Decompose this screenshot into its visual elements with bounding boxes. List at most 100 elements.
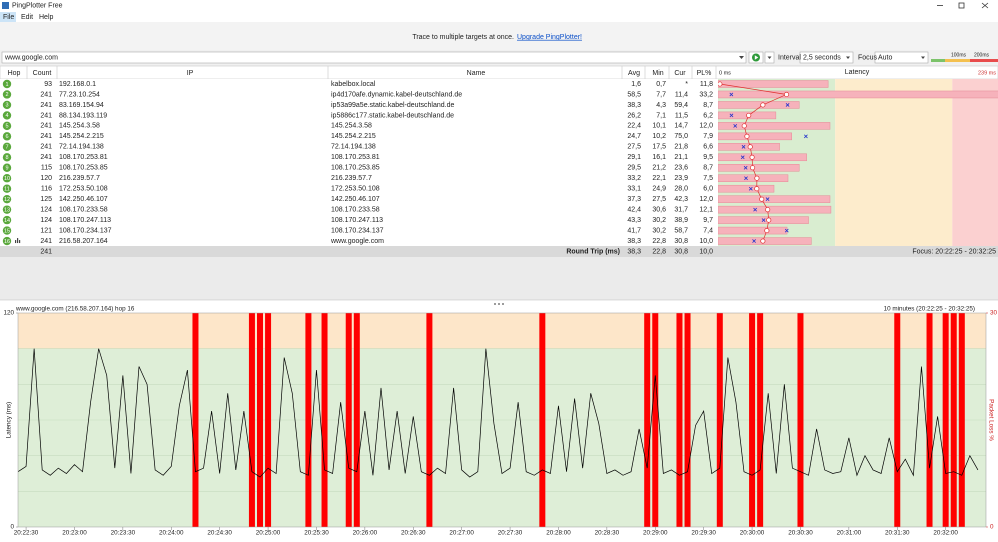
upgrade-link[interactable]: Upgrade PingPlotter! [517,34,582,41]
hop-icon [2,79,12,89]
hop-number: 8 [5,155,8,161]
hop-number: 16 [4,239,10,245]
hop-icon [2,226,12,235]
interval-select[interactable] [799,51,854,64]
hop-number: 9 [5,166,8,172]
hop-min: 16,1 [652,154,666,161]
x-tick-label: 20:24:30 [207,530,232,537]
column-header[interactable]: Count [33,70,52,77]
packet-loss-bar [345,313,352,527]
column-header[interactable]: Min [652,70,663,77]
splitter-dot [498,303,500,305]
packet-loss-bar [757,313,764,527]
start-arrow [754,55,759,60]
packet-loss-bar [321,313,328,527]
latency-label: Latency [845,69,870,76]
hop-icon [2,153,12,162]
y-tick-label: 120 [3,310,14,317]
column-header[interactable]: Name [467,70,486,77]
hop-number: 3 [5,103,8,109]
hop-avg: 33,2 [627,175,641,182]
target-input[interactable] [1,51,747,64]
cur-latency-point [741,144,746,149]
graph-icon [17,238,19,244]
hop-icon [2,100,12,110]
hop-number: 10 [4,176,10,182]
hop-icon [2,142,12,152]
hop-icon [2,194,12,204]
packet-loss-bar [644,313,651,527]
hop-min: 4,3 [656,102,666,109]
column-header[interactable]: IP [187,70,194,77]
hop-count: 121 [40,227,52,234]
hop-icon [2,132,12,141]
hop-ip: 192.168.0.1 [59,81,96,88]
focus-select[interactable] [874,51,929,64]
zone-bad [952,79,998,246]
hop-min: 10,2 [652,133,666,140]
hop-count: 241 [40,102,52,109]
hop-cur: 23,9 [674,175,688,182]
packet-loss-bar [718,153,807,162]
hop-avg: 58,5 [627,91,641,98]
summary-avg: 38,3 [627,248,641,255]
packet-loss-bar [539,313,546,527]
hop-avg: 1,6 [631,81,641,88]
hop-icon [2,205,12,214]
hop-pl: 33,2 [699,91,713,98]
column-header[interactable]: Cur [674,70,686,77]
y2-axis-label: Packet Loss % [987,399,994,441]
packet-loss-bar [718,90,998,99]
column-header[interactable]: PL% [697,70,712,77]
cur-latency-point [744,176,748,181]
hop-count: 241 [40,154,52,161]
legend-label: 100ms [951,52,967,58]
x-tick-label: 20:26:00 [353,530,378,537]
x-tick-label: 20:30:30 [788,530,813,537]
menu-item[interactable]: Help [39,14,54,21]
packet-loss-bar [926,313,933,527]
packet-loss-bar [958,313,965,527]
splitter-handle[interactable] [494,303,504,305]
hop-ip: 216.58.207.164 [59,238,108,245]
hop-name: 108.170.247.113 [331,217,383,224]
y-tick-label: 0 [10,524,14,531]
avg-latency-point [783,91,790,98]
hop-number: 2 [5,92,8,98]
menu-item[interactable]: Edit [21,14,33,21]
hop-pl: 10,0 [699,238,713,245]
legend-yellow [945,59,970,62]
window-title: PingPlotter Free [12,2,63,9]
close-button[interactable] [981,2,989,9]
hop-pl: 6,2 [703,112,713,119]
column-header[interactable]: Hop [8,70,21,77]
zone-warn [18,313,986,349]
avg-latency-line [719,83,788,242]
menu-item[interactable]: File [3,14,14,21]
hop-pl: 12,0 [699,123,713,130]
hop-avg: 37,3 [627,196,641,203]
hop-cur: 75,0 [674,133,688,140]
hop-cur: 30,8 [674,238,688,245]
hop-min: 7,1 [656,112,666,119]
x-tick-label: 20:28:30 [595,530,620,537]
y-axis-label: Latency (ms) [6,402,13,438]
hop-count: 125 [40,196,52,203]
packet-loss-bar [942,313,949,527]
hop-min: 22,8 [652,238,666,245]
maximize-button[interactable] [958,2,965,9]
x-tick-label: 20:31:00 [837,530,862,537]
hop-name: 108.170.253.81 [331,154,380,161]
column-header[interactable]: Avg [628,70,640,77]
hop-cur: 31,7 [674,206,688,213]
hop-avg: 26,2 [627,112,641,119]
hop-ip: 142.250.46.107 [59,196,108,203]
hop-avg: 33,1 [627,186,641,193]
hop-min: 27,5 [652,196,666,203]
target-dropdown[interactable] [739,56,744,59]
packet-loss-bar [718,226,788,235]
cur-latency-point [733,123,738,128]
hop-cur: 28,0 [674,186,688,193]
interval-label: Interval [778,54,801,61]
hop-name: 108.170.234.137 [331,227,384,234]
